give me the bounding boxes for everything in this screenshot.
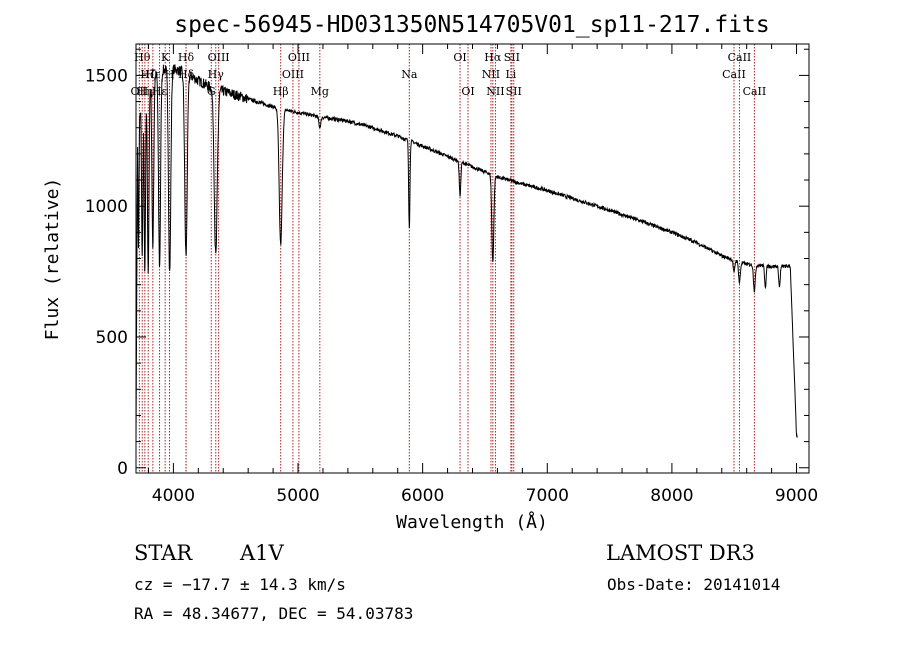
line-label-6: K — [161, 51, 170, 64]
coordinates: RA = 48.34677, DEC = 54.03783 — [134, 604, 413, 623]
y-tick-label-3: 1500 — [85, 66, 128, 86]
line-label-7: H — [165, 68, 175, 81]
line-label-24: SII — [504, 51, 520, 64]
line-label-4: Hε — [145, 68, 161, 81]
y-tick-label-2: 1000 — [85, 197, 128, 217]
line-label-23: Li — [505, 68, 516, 81]
line-label-21: Hα — [484, 51, 502, 64]
spectrum-line — [135, 64, 798, 442]
spectral-line-markers: OIIHθHηHζHεHεKHHδHδGHγOIIIHβOIIIOIIIMgNa… — [131, 44, 767, 473]
y-axis-label: Flux (relative) — [42, 178, 63, 341]
spectrum-series — [135, 64, 798, 442]
line-label-0: OII — [131, 85, 149, 98]
line-label-17: Na — [401, 68, 418, 81]
y-tick-label-0: 0 — [117, 459, 128, 479]
x-tick-label-3: 7000 — [526, 486, 569, 506]
line-label-27: CaII — [728, 51, 752, 64]
line-label-12: OIII — [208, 51, 230, 64]
line-label-11: Hγ — [208, 68, 225, 81]
x-tick-label-1: 5000 — [276, 486, 319, 506]
line-label-13: Hβ — [273, 85, 289, 98]
chart-title: spec-56945-HD031350N514705V01_sp11-217.f… — [174, 12, 769, 38]
x-tick-label-0: 4000 — [152, 486, 195, 506]
line-label-14: OIII — [282, 68, 304, 81]
line-label-16: Mg — [311, 85, 329, 98]
line-label-26: CaII — [722, 68, 746, 81]
line-label-20: NII — [482, 68, 500, 81]
line-label-25: SII — [506, 85, 522, 98]
axes: 4000 5000 6000 7000 8000 9000 0 500 1000 1500 — [85, 43, 818, 506]
line-label-15: OIII — [288, 51, 310, 64]
plot-frame — [135, 43, 810, 474]
line-label-3: Hζ — [140, 68, 156, 81]
line-label-1: Hθ — [134, 51, 151, 64]
x-tick-label-5: 9000 — [775, 486, 818, 506]
line-label-5: Hε — [152, 85, 168, 98]
x-tick-label-4: 8000 — [650, 486, 693, 506]
object-type: STAR — [134, 541, 193, 565]
object-subclass: A1V — [239, 541, 285, 565]
obs-date: Obs-Date: 20141014 — [607, 575, 780, 594]
line-label-28: CaII — [743, 85, 767, 98]
line-label-22: NII — [486, 85, 504, 98]
x-axis-label: Wavelength (Å) — [396, 511, 548, 533]
survey-name: LAMOST DR3 — [606, 541, 755, 565]
line-label-2: Hη — [137, 85, 153, 98]
redshift-readout: cz = −17.7 ± 14.3 km/s — [134, 575, 346, 594]
x-tick-label-2: 6000 — [401, 486, 444, 506]
line-label-18: OI — [453, 51, 466, 64]
y-tick-label-1: 500 — [96, 328, 128, 348]
line-label-19: OI — [461, 85, 474, 98]
